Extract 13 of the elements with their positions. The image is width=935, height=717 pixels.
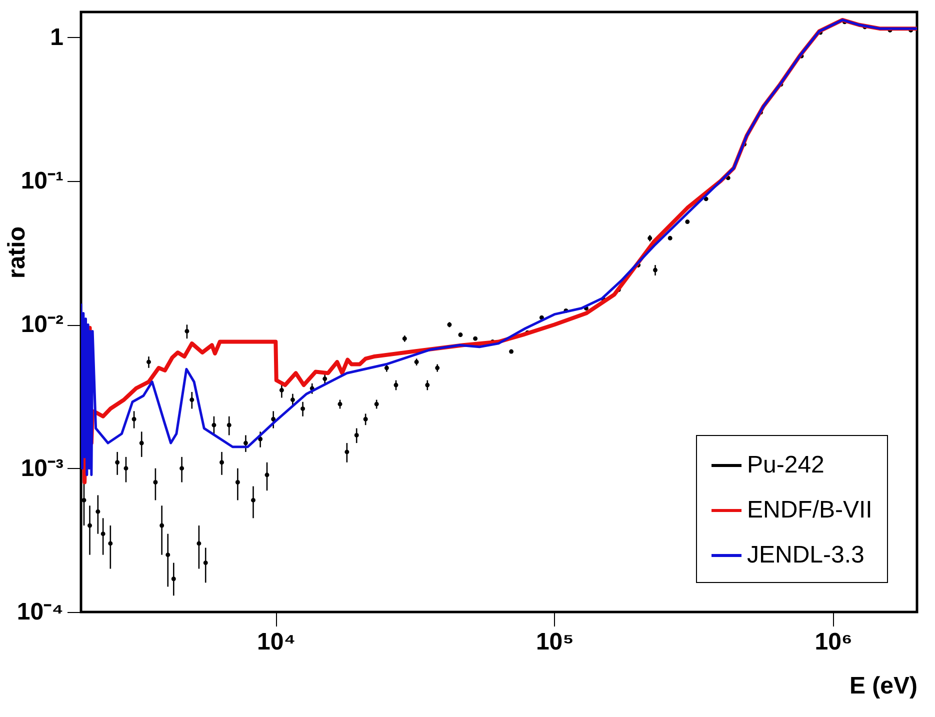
y-tick-label: 10⁻²: [20, 311, 64, 338]
legend-label: Pu-242: [747, 452, 824, 478]
x-tick-label: 10⁴: [256, 628, 296, 656]
y-tick-label: 10⁻³: [20, 454, 64, 482]
y-tick-label: 10⁻⁴: [16, 598, 64, 626]
legend-label: ENDF/B-VII: [747, 496, 872, 524]
x-axis-title: E (eV): [849, 672, 918, 700]
x-tick-label: 10⁵: [536, 628, 574, 656]
y-tick-label: 10⁻¹: [20, 167, 64, 194]
y-tick-label: 1: [50, 24, 64, 51]
x-tick-label: 10⁶: [814, 628, 852, 656]
legend-label: JENDL-3.3: [747, 542, 864, 568]
y-axis-title: ratio: [4, 226, 30, 279]
